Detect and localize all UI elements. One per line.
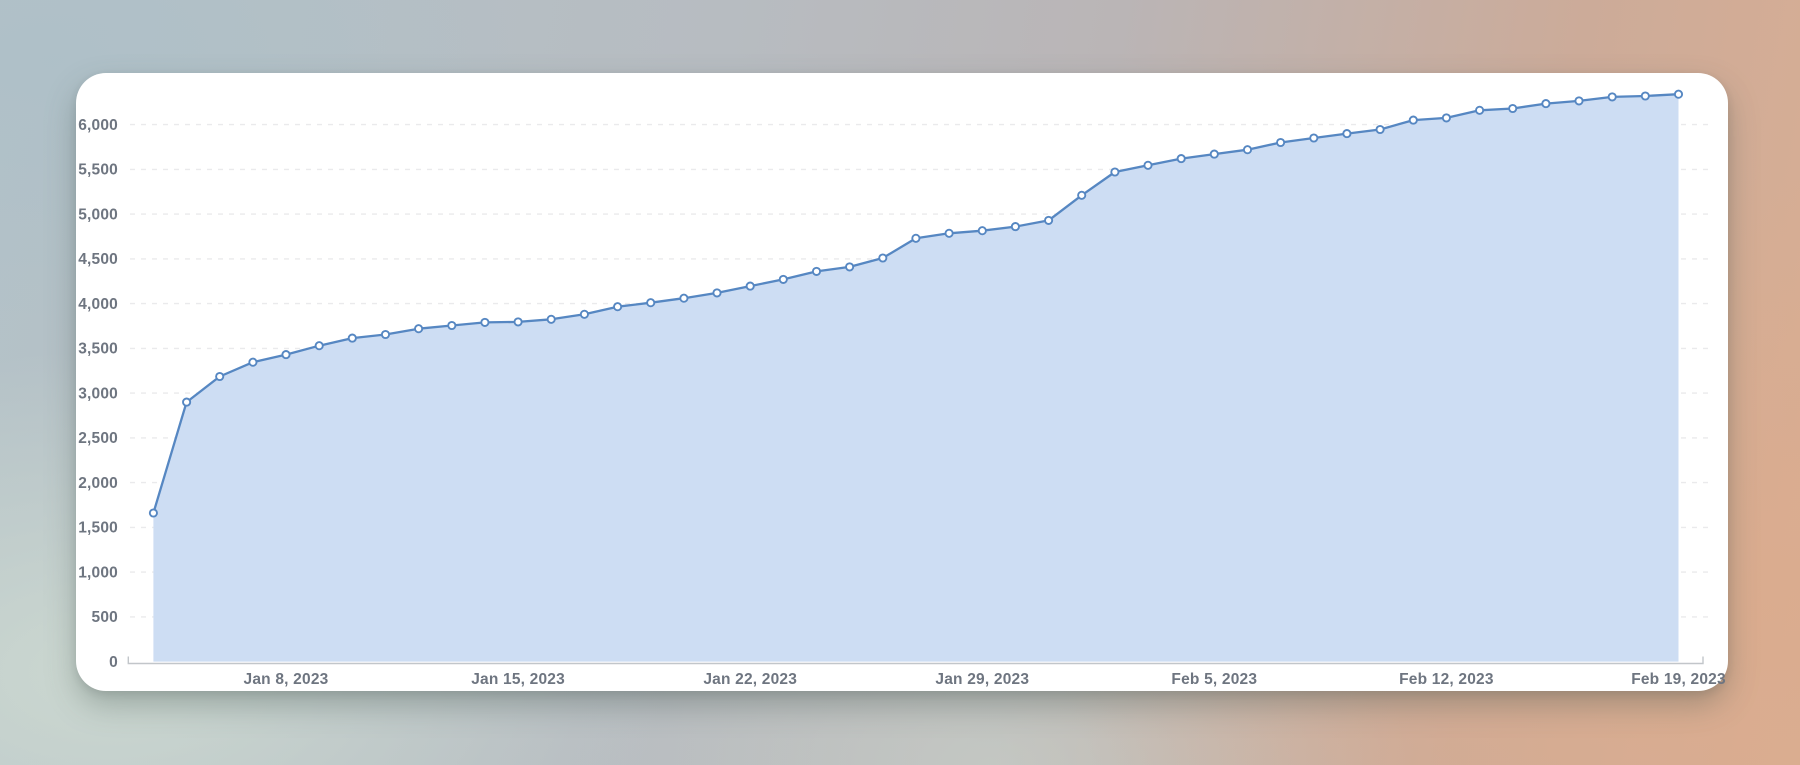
data-point-marker <box>1607 92 1617 102</box>
x-tick-label: Feb 19, 2023 <box>1631 671 1726 688</box>
data-point-marker <box>911 233 921 243</box>
data-point-marker <box>480 317 490 327</box>
data-point-marker <box>944 228 954 238</box>
data-point-marker <box>1143 160 1153 170</box>
y-tick-label: 1,000 <box>78 564 118 581</box>
data-point-marker <box>1475 105 1485 115</box>
data-point-marker <box>182 397 192 407</box>
data-point-marker <box>1010 222 1020 232</box>
data-point-marker <box>1640 91 1650 101</box>
data-point-marker <box>1375 124 1385 135</box>
y-tick-label: 5,000 <box>78 206 118 223</box>
data-point-marker <box>679 293 689 303</box>
data-point-marker <box>347 333 357 343</box>
data-point-marker <box>215 371 225 382</box>
chart-card: 0 500 1,000 1,500 2,000 2,500 3,000 3,500 4,000 4… <box>76 73 1728 691</box>
y-tick-label: 6,000 <box>78 117 118 134</box>
data-point-marker <box>1408 115 1418 125</box>
data-point-marker <box>845 262 855 272</box>
data-point-marker <box>1673 89 1684 99</box>
data-point-marker <box>380 329 391 340</box>
y-tick-label: 3,500 <box>78 341 118 358</box>
y-tick-label: 4,500 <box>78 251 118 268</box>
data-point-marker <box>1574 96 1584 106</box>
data-point-marker <box>1276 137 1286 148</box>
x-axis-line <box>127 656 1704 665</box>
x-tick-label: Jan 8, 2023 <box>244 671 329 688</box>
data-point-marker <box>712 288 722 298</box>
data-point-marker <box>1077 190 1087 200</box>
data-point-marker <box>1242 145 1253 155</box>
y-tick-label: 2,500 <box>78 430 118 447</box>
y-tick-label: 3,000 <box>78 385 118 402</box>
data-point-marker <box>745 281 755 291</box>
data-point-marker <box>546 314 556 324</box>
data-point-marker <box>1309 133 1319 143</box>
data-point-marker <box>447 320 457 331</box>
x-tick-label: Jan 15, 2023 <box>471 671 565 688</box>
y-tick-label: 2,000 <box>78 475 118 492</box>
y-tick-label: 500 <box>92 609 118 626</box>
area-fill <box>153 94 1679 662</box>
x-tick-label: Feb 12, 2023 <box>1399 671 1494 688</box>
data-point-marker <box>811 266 822 276</box>
data-point-marker <box>1209 149 1219 159</box>
data-point-marker <box>1110 167 1120 177</box>
data-point-marker <box>314 341 324 351</box>
cumulative-area-chart: 0 500 1,000 1,500 2,000 2,500 3,000 3,500 4,000 4… <box>78 89 1726 688</box>
data-point-marker <box>579 309 589 319</box>
data-point-marker <box>1541 99 1551 109</box>
data-point-marker <box>1044 215 1054 225</box>
data-point-marker <box>1176 154 1186 164</box>
y-tick-label: 4,000 <box>78 296 118 313</box>
data-point-marker <box>414 324 424 334</box>
data-point-marker <box>646 298 656 308</box>
data-point-marker <box>778 274 788 284</box>
x-tick-label: Feb 5, 2023 <box>1171 671 1257 688</box>
data-point-marker <box>513 317 523 327</box>
y-tick-label: 5,500 <box>78 162 118 179</box>
x-tick-label: Jan 29, 2023 <box>935 671 1029 688</box>
data-point-marker <box>1342 129 1352 139</box>
data-point-marker <box>613 302 623 312</box>
y-tick-label: 0 <box>109 654 118 671</box>
y-tick-label: 1,500 <box>78 520 118 537</box>
data-point-marker <box>248 357 258 367</box>
data-point-marker <box>1508 103 1518 114</box>
data-point-marker <box>281 350 291 360</box>
data-point-marker <box>148 508 158 518</box>
data-point-marker <box>878 253 888 263</box>
data-point-marker <box>977 226 987 236</box>
x-tick-label: Jan 22, 2023 <box>703 671 797 688</box>
data-point-marker <box>1441 113 1451 123</box>
